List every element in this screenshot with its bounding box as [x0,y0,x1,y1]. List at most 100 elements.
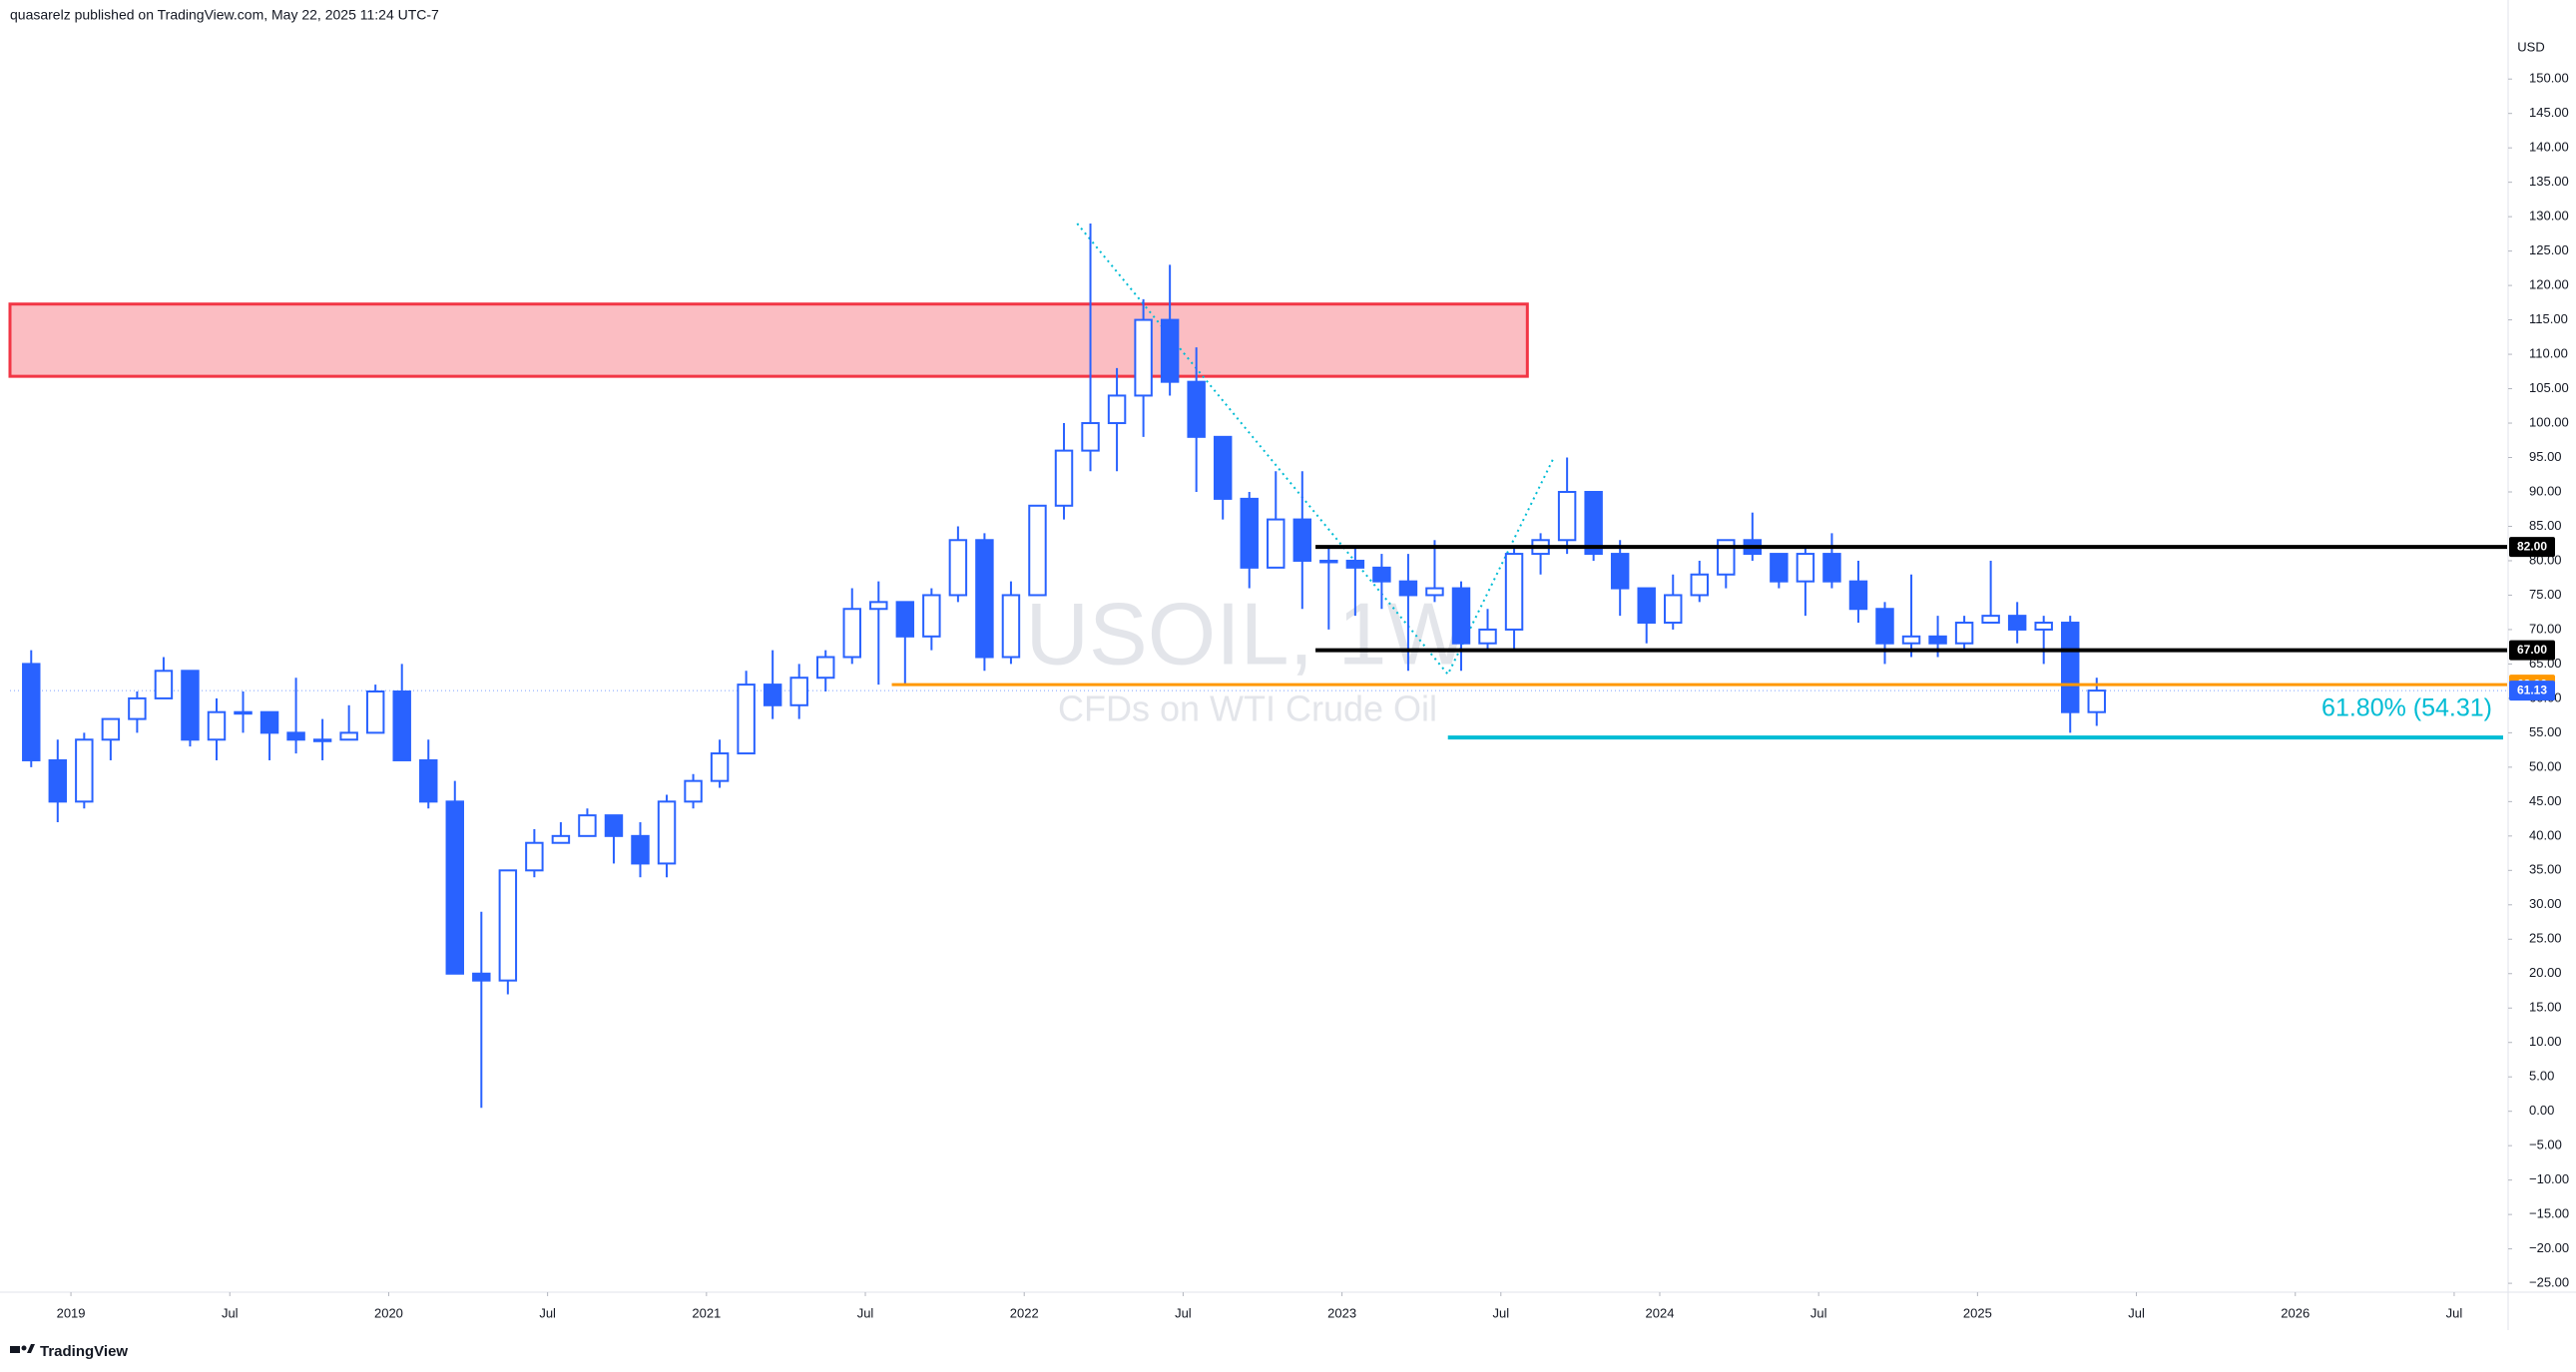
candle-body [737,684,756,755]
candle-body [1160,318,1180,383]
y-tick-label: 150.00 [2529,71,2569,86]
candle-body [1054,449,1074,507]
x-tick-label: Jul [1810,1305,1827,1320]
candle-body [1637,587,1656,625]
candle-body [1425,587,1444,597]
candle-body [842,608,861,659]
price-tag [2509,537,2555,558]
candle-body [948,539,968,597]
y-tick-label: 25.00 [2529,931,2562,946]
footer-brand: TradingView [40,1343,128,1360]
x-tick-label: Jul [1175,1305,1192,1320]
y-tick-label: 85.00 [2529,518,2562,533]
x-tick-label: Jul [1492,1305,1509,1320]
candle-body [1372,566,1391,583]
y-tick-label: 30.00 [2529,896,2562,911]
y-tick-label: 50.00 [2529,758,2562,773]
y-tick-label: 95.00 [2529,449,2562,464]
candle-body [604,814,624,837]
y-tick-label: −5.00 [2529,1138,2562,1152]
x-tick-label: 2022 [1010,1305,1039,1320]
candle-body [1954,622,1974,645]
candle-body [48,758,68,803]
y-tick-label: 20.00 [2529,965,2562,980]
candle-body [1398,580,1418,597]
candle-body [181,670,200,741]
y-tick-label: 110.00 [2529,346,2568,361]
candle-body [1610,553,1630,590]
candle-body [551,834,571,844]
candle-body [1664,594,1683,625]
candle-body [1770,553,1789,583]
y-tick-label: 45.00 [2529,793,2562,808]
candle-body [2060,622,2080,713]
candle-body [1134,318,1153,397]
candle-body [1848,580,1868,611]
watermark-subtitle: CFDs on WTI Crude Oil [1058,688,1437,729]
y-tick-label: 55.00 [2529,724,2562,739]
y-tick-label: 75.00 [2529,587,2562,602]
price-tag [2509,640,2555,661]
candle-body [1213,435,1233,500]
candle-body [445,800,465,975]
candle-body [2007,615,2027,631]
x-tick-label: 2021 [692,1305,721,1320]
price-tag-label: 67.00 [2517,643,2547,657]
x-tick-label: Jul [539,1305,556,1320]
y-tick-label: 10.00 [2529,1034,2562,1049]
x-tick-label: Jul [857,1305,874,1320]
y-tick-label: 0.00 [2529,1103,2554,1118]
candle-body [684,779,703,803]
candle-body [1240,497,1259,569]
candle-body [1451,587,1471,645]
y-tick-label: 90.00 [2529,483,2562,498]
y-tick-label: 130.00 [2529,209,2569,224]
candle-body [498,869,518,982]
y-tick-label: 140.00 [2529,140,2569,155]
watermark: USOIL, 1W [1026,584,1470,683]
x-tick-label: Jul [222,1305,239,1320]
x-tick-label: 2023 [1327,1305,1356,1320]
candle-body [1345,559,1365,569]
x-tick-label: 2024 [1646,1305,1675,1320]
candle-body [419,758,438,803]
x-tick-label: 2025 [1963,1305,1992,1320]
candle-body [472,972,491,982]
candle-body [128,696,147,720]
candle-body [1875,608,1894,645]
x-tick-label: 2019 [57,1305,86,1320]
candle-body [312,738,332,742]
candle-body [975,539,994,659]
candle-body [101,717,121,741]
candle-body [22,663,41,761]
y-tick-label: −25.00 [2529,1275,2569,1290]
x-tick-label: Jul [2446,1305,2463,1320]
candle-body [1187,380,1206,438]
candle-body [1028,504,1047,597]
price-tag-label: 82.00 [2517,539,2547,553]
candle-body [1001,594,1021,659]
candle-body [2087,689,2106,713]
tv-logo [10,1344,35,1353]
candle-body [1107,394,1127,425]
y-tick-label: 70.00 [2529,621,2562,636]
candle-body [259,710,279,734]
y-tick-label: 125.00 [2529,242,2569,257]
candle-body [1557,491,1577,542]
y-tick-label: 115.00 [2529,311,2568,326]
price-tag-label: 61.13 [2517,683,2547,696]
candle-body [1478,628,1497,645]
x-tick-label: 2020 [374,1305,403,1320]
price-tag [2509,681,2555,701]
candle-body [763,684,782,706]
candle-body [869,601,888,611]
candle-body [789,677,808,706]
currency-label: USD [2517,39,2544,54]
candle-body [1690,573,1710,597]
candle-body [339,731,358,741]
y-tick-label: 100.00 [2529,414,2569,429]
candle-body [895,601,915,638]
candle-body [154,670,174,699]
candle-body [1081,422,1100,452]
